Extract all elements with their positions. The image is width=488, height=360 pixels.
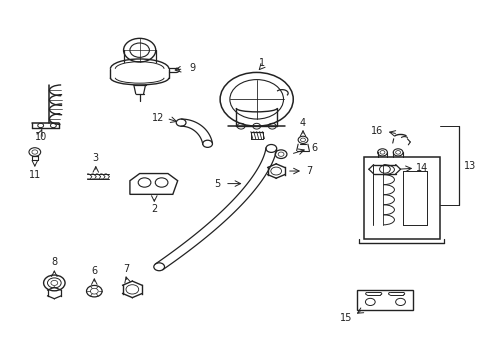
Text: 4: 4 xyxy=(299,118,305,128)
Text: 7: 7 xyxy=(305,166,312,176)
Text: 12: 12 xyxy=(151,113,163,123)
Text: 2: 2 xyxy=(151,204,157,215)
Text: 6: 6 xyxy=(310,143,317,153)
Text: 10: 10 xyxy=(35,132,47,142)
Text: 1: 1 xyxy=(258,58,264,68)
Text: 8: 8 xyxy=(51,257,57,267)
Text: 14: 14 xyxy=(415,163,427,173)
Text: 16: 16 xyxy=(370,126,383,135)
Text: 6: 6 xyxy=(91,266,97,276)
Text: 3: 3 xyxy=(93,153,99,163)
Text: 11: 11 xyxy=(29,170,41,180)
Text: 13: 13 xyxy=(463,161,475,171)
Text: 15: 15 xyxy=(339,313,351,323)
Text: 9: 9 xyxy=(189,63,195,73)
Text: 5: 5 xyxy=(214,179,221,189)
Text: 7: 7 xyxy=(123,264,129,274)
